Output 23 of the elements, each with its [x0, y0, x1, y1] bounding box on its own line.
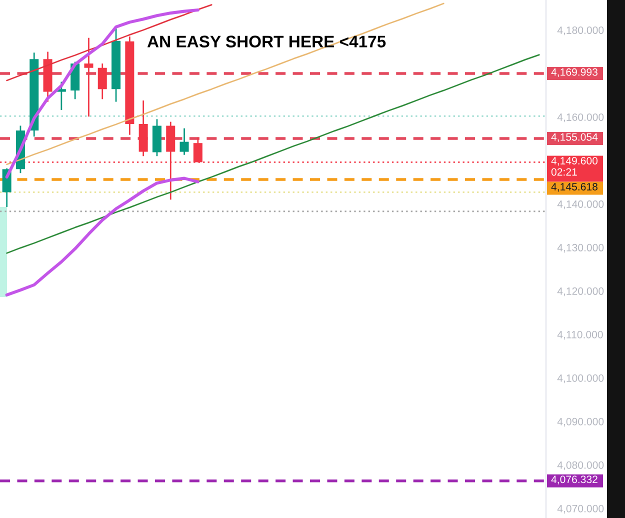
y-tick-label: 4,080.000: [557, 461, 604, 470]
y-tick-label: 4,130.000: [557, 244, 604, 253]
ref-line-label: 4,155.054: [551, 133, 598, 142]
line-series: [5, 176, 200, 296]
y-tick-label: 4,140.000: [557, 200, 604, 210]
ref-line-label: 4,169.993: [551, 68, 598, 78]
candlestick: [84, 37, 94, 118]
y-tick-label: 4,120.000: [557, 287, 604, 296]
ref-line-label: 4,145.618: [551, 183, 598, 192]
ref-line-label: 4,076.332: [551, 476, 598, 484]
candlestick: [180, 128, 189, 156]
candlestick: [56, 81, 66, 111]
annotation: AN EASY SHORT HERE <4175: [147, 36, 386, 48]
line-series: [6, 54, 540, 254]
y-tick-label: 4,180.000: [557, 26, 604, 36]
line-series: [6, 2, 444, 166]
candlestick: [98, 62, 107, 100]
ref-line-label: 4,149.600 02:21: [551, 157, 598, 176]
y-tick-label: 4,160.000: [557, 113, 604, 122]
y-tick-label: 4,110.000: [557, 330, 603, 340]
y-tick-label: 4,070.000: [557, 504, 604, 514]
y-tick-label: 4,090.000: [557, 418, 604, 427]
y-tick-label: 4,100.000: [557, 374, 604, 384]
